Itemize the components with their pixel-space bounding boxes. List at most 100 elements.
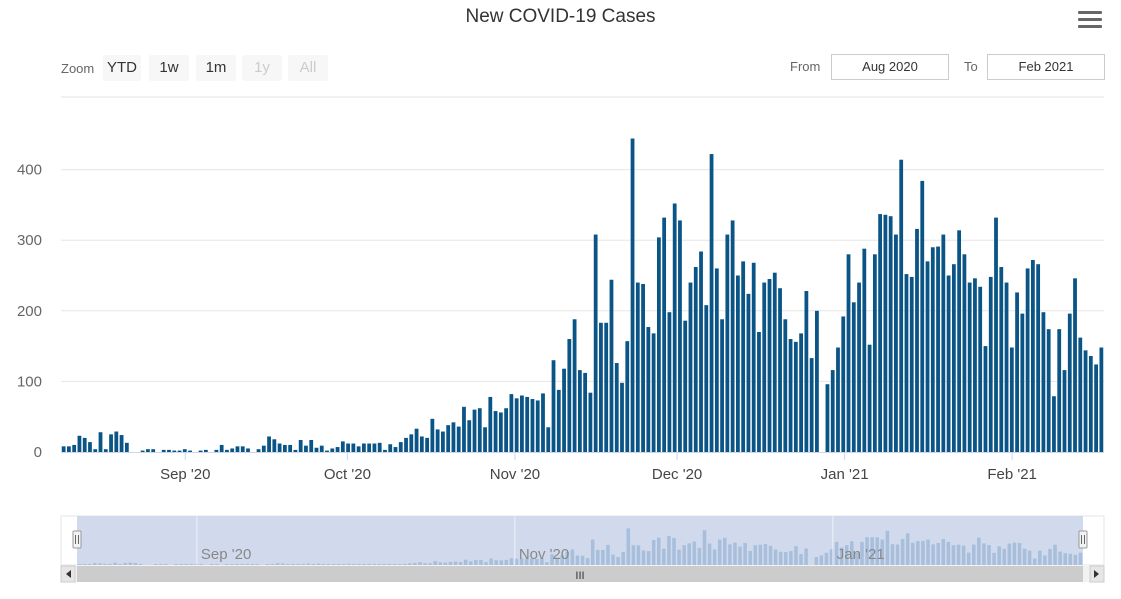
bar <box>888 216 893 452</box>
navigator-bar <box>138 563 143 565</box>
navigator-bar <box>885 530 890 565</box>
from-date-input[interactable]: Aug 2020 <box>831 54 949 80</box>
navigator-bar <box>748 550 752 565</box>
navigator-bar <box>357 564 361 565</box>
to-date-input[interactable]: Feb 2021 <box>987 54 1105 80</box>
bar <box>878 214 883 452</box>
navigator-right-handle[interactable] <box>1078 530 1088 549</box>
navigator-scrollbar[interactable]: III <box>60 565 1105 583</box>
navigator-bar <box>240 564 244 565</box>
navigator-bar <box>763 544 768 565</box>
navigator-bar <box>1012 542 1017 565</box>
navigator-bar <box>524 558 529 565</box>
navigator-bar <box>123 562 128 565</box>
bar <box>641 283 645 452</box>
navigator-bar <box>179 564 183 565</box>
bar <box>520 395 524 452</box>
zoom-1m-button[interactable]: 1m <box>196 55 236 81</box>
bar <box>430 418 435 452</box>
navigator-bar <box>966 552 971 565</box>
navigator-bar <box>230 564 234 565</box>
navigator-bar <box>931 544 935 565</box>
bar <box>467 420 472 452</box>
navigator-bar <box>1038 550 1042 565</box>
bars-layer <box>61 138 1104 453</box>
bar <box>377 442 382 452</box>
zoom-1y-button[interactable]: 1y <box>242 55 282 81</box>
navigator-bar <box>443 562 448 565</box>
hamburger-menu-icon[interactable] <box>1078 11 1102 31</box>
navigator-bar <box>438 562 443 565</box>
bar <box>951 264 956 452</box>
navigator-bar <box>499 560 504 565</box>
navigator-selection <box>77 516 1083 565</box>
bar <box>946 275 951 452</box>
bar <box>920 180 925 452</box>
bar <box>762 282 767 452</box>
navigator-bar <box>326 564 331 565</box>
navigator-bar <box>291 564 295 565</box>
navigator-bar <box>509 558 514 565</box>
navigator-bar <box>336 564 341 565</box>
bar <box>425 437 429 452</box>
bar <box>651 333 656 452</box>
bar <box>725 234 730 452</box>
bar <box>894 234 898 452</box>
bar <box>404 437 408 452</box>
navigator-bar <box>494 560 498 565</box>
bar <box>1052 396 1056 452</box>
bar <box>793 341 798 452</box>
navigator-bar <box>768 545 773 565</box>
handle-body <box>72 530 82 549</box>
bar <box>720 319 724 452</box>
scrollbar-right-arrow[interactable] <box>1089 565 1105 583</box>
bar <box>98 432 103 452</box>
bar <box>182 449 187 452</box>
zoom-1w-button[interactable]: 1w <box>149 55 189 81</box>
navigator-bar <box>682 545 686 565</box>
navigator-tick-label: Sep '20 <box>201 546 251 563</box>
navigator-bar <box>463 559 468 565</box>
navigator-bar <box>316 563 321 565</box>
navigator-bar <box>606 544 610 565</box>
bar <box>504 408 509 452</box>
scrollbar-left-arrow[interactable] <box>60 565 76 583</box>
navigator-bar <box>397 564 402 565</box>
bar <box>493 411 498 452</box>
zoom-all-button[interactable]: All <box>288 55 328 81</box>
navigator-bar <box>199 564 204 565</box>
bar <box>214 449 219 452</box>
zoom-label: Zoom <box>61 61 95 76</box>
navigator-bar <box>118 564 122 565</box>
bar <box>388 444 393 452</box>
bar <box>498 412 503 452</box>
bar <box>419 436 424 452</box>
zoom-ytd-button[interactable]: YTD <box>103 55 141 81</box>
navigator-bar <box>280 563 285 565</box>
bar <box>441 431 445 452</box>
bar <box>630 138 635 453</box>
bar <box>656 237 661 452</box>
navigator-bar <box>717 539 722 565</box>
navigator-bar <box>377 564 382 565</box>
bar <box>235 446 240 452</box>
navigator-bar <box>367 564 371 565</box>
navigator-bar <box>87 564 92 565</box>
bar <box>1020 313 1025 452</box>
navigator-bar <box>514 558 519 565</box>
navigator-bar <box>814 557 819 565</box>
chevron-left-icon <box>66 570 71 578</box>
navigator-tick-label: Jan '21 <box>837 546 885 563</box>
bar <box>683 320 688 452</box>
bar <box>957 230 962 452</box>
bar <box>693 267 698 452</box>
bar <box>1088 355 1093 452</box>
y-tick-label: 0 <box>34 444 42 461</box>
bar <box>857 282 861 452</box>
bar <box>356 446 361 452</box>
bar <box>1099 347 1104 452</box>
navigator-bar <box>448 561 453 565</box>
bar <box>635 282 640 452</box>
bar <box>304 445 308 452</box>
navigator-left-handle[interactable] <box>72 530 82 549</box>
